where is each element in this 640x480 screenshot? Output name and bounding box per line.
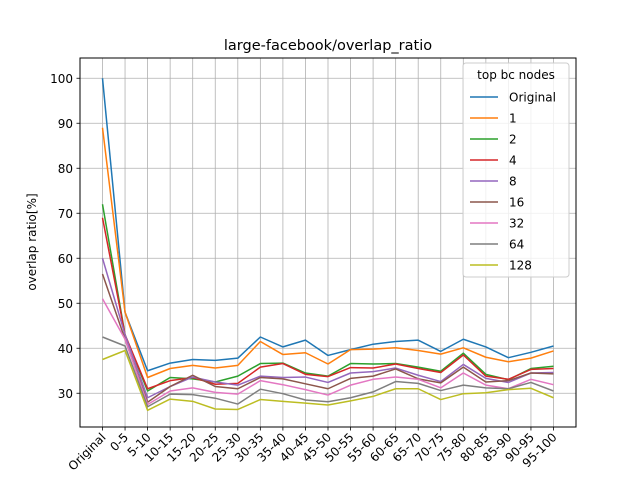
y-tick-label: 80 (58, 162, 73, 176)
series-line-128 (102, 349, 554, 412)
legend-title: top bc nodes (477, 68, 555, 82)
legend-label-2: 2 (509, 133, 517, 147)
legend: top bc nodes Original 1 2 4 8 16 32 64 128 (462, 62, 570, 278)
chart-title: large-facebook/overlap_ratio (224, 38, 432, 54)
y-axis-ticks: 30 40 50 60 70 80 90 100 (50, 72, 80, 401)
x-axis-ticks: Original0-55-1010-1515-2020-2525-3030-35… (66, 427, 560, 473)
legend-label-16: 16 (509, 196, 524, 210)
series-line-64 (102, 336, 554, 408)
series-line-4 (101, 217, 554, 390)
legend-label-64: 64 (509, 238, 524, 252)
legend-label-128: 128 (509, 259, 532, 273)
y-tick-label: 70 (58, 207, 73, 221)
legend-label-4: 4 (509, 154, 517, 168)
y-tick-label: 90 (58, 117, 73, 131)
series-line-Original (101, 78, 554, 372)
legend-label-32: 32 (509, 217, 524, 231)
x-tick-label: Original (66, 430, 109, 473)
legend-label-1: 1 (509, 112, 517, 126)
y-tick-label: 60 (58, 252, 73, 266)
y-axis-label: overlap ratio[%] (25, 193, 39, 290)
series-line-32 (101, 298, 554, 406)
y-tick-label: 100 (50, 72, 73, 86)
y-tick-label: 30 (58, 387, 73, 401)
legend-label-Original: Original (509, 91, 556, 105)
legend-label-8: 8 (509, 175, 517, 189)
series-lines (101, 78, 554, 412)
series-line-16 (101, 273, 554, 403)
series-line-1 (101, 127, 554, 379)
y-tick-label: 40 (58, 342, 73, 356)
y-tick-label: 50 (58, 297, 73, 311)
